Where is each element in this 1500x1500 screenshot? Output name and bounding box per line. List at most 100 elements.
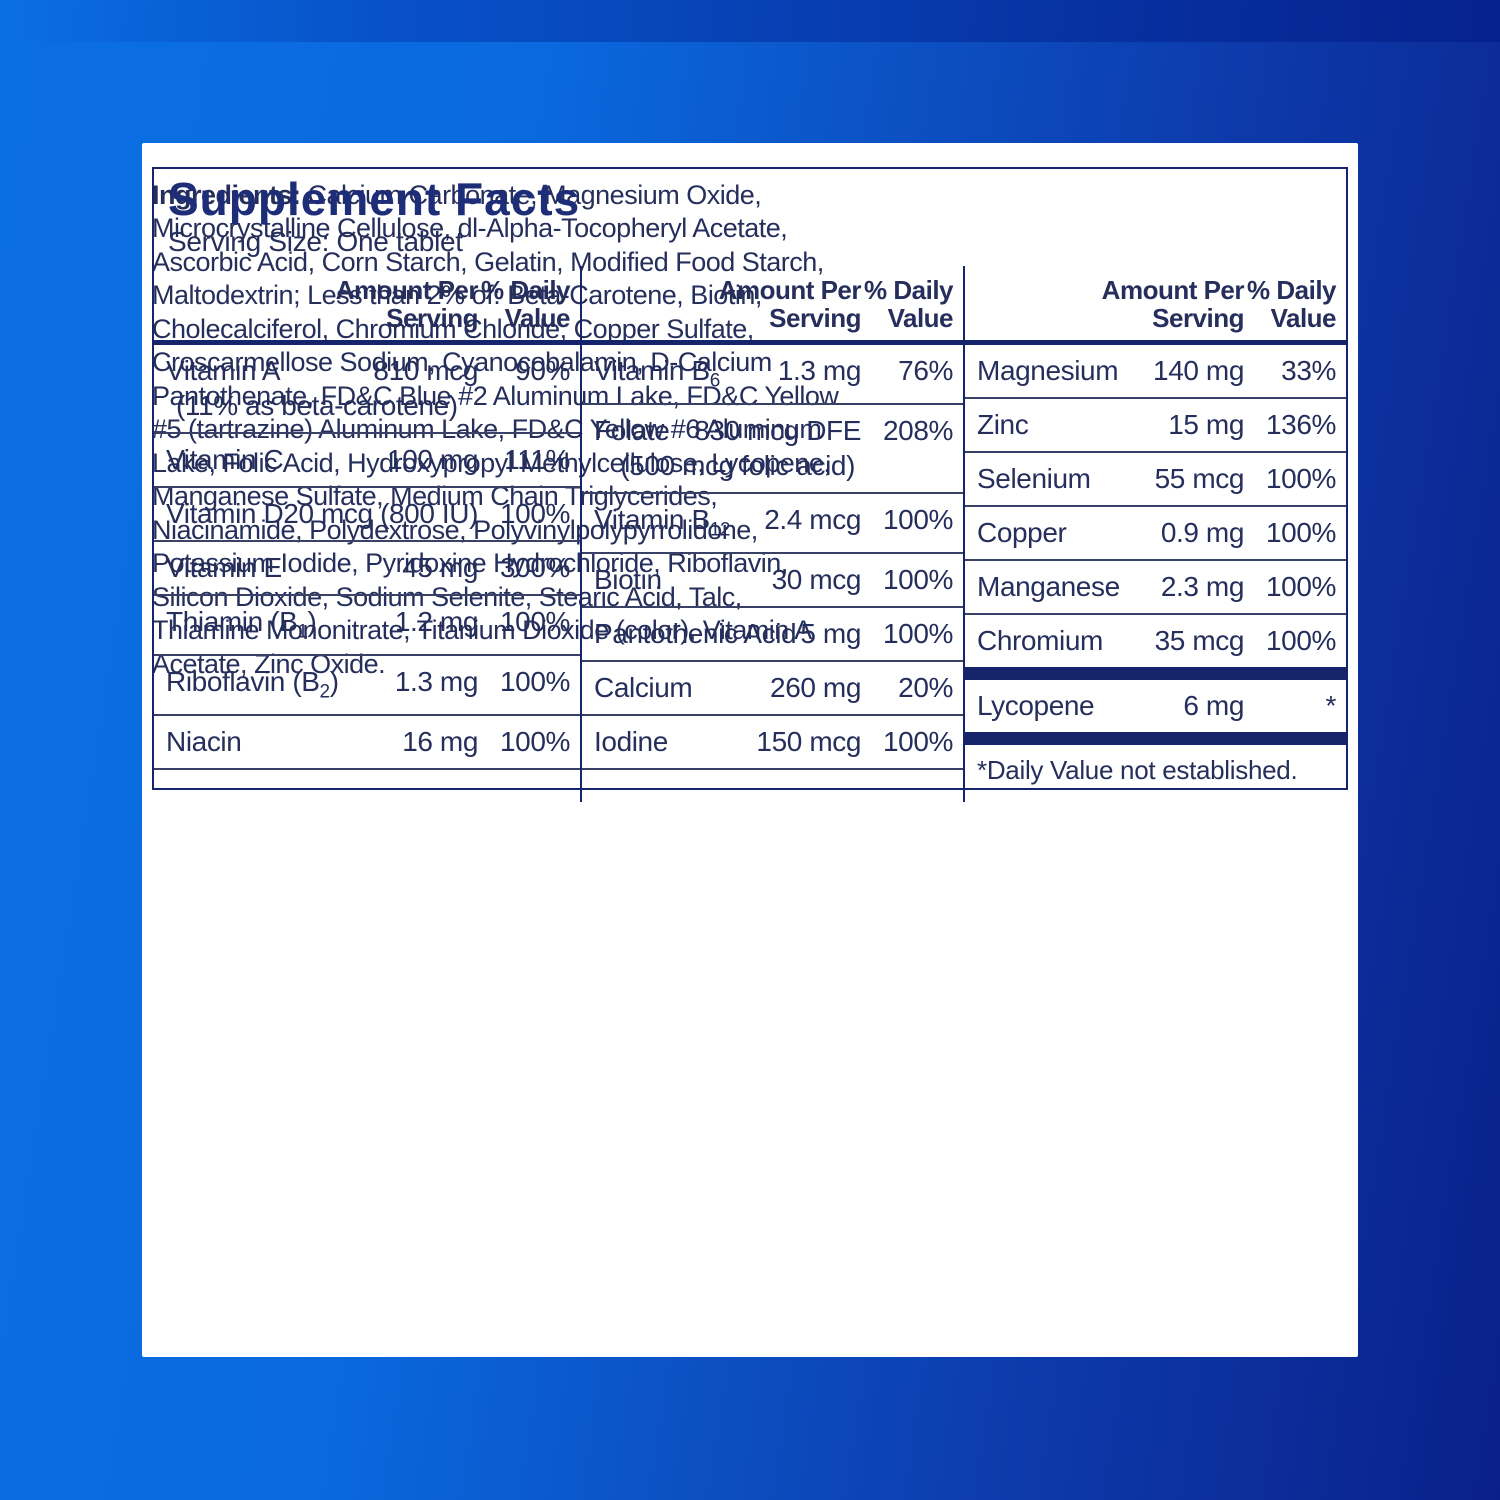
table-row: Vitamin A 810 mcg 90% (11% as beta-carot… (154, 345, 581, 435)
nutrient-name: Selenium (977, 463, 1091, 495)
ingredients-label: Ingredients: (152, 180, 301, 210)
nutrient-amount: 55 mcg (1154, 463, 1245, 495)
table-row: Pantothenic Acid 5 mg 100% (582, 608, 964, 662)
nutrient-amount: 140 mg (1153, 355, 1245, 387)
nutrient-name: Chromium (977, 625, 1103, 657)
ingredients-paragraph: Ingredients: Calcium Carbonate, Magnesium… (152, 179, 854, 681)
nutrient-daily-value: 100% (1266, 463, 1337, 495)
facts-column-1: Amount Per Serving % Daily Value Vitamin… (154, 266, 581, 802)
background-top-band (0, 0, 1500, 42)
nutrient-daily-value: 136% (1266, 409, 1337, 441)
nutrient-name: Copper (977, 517, 1067, 549)
nutrient-name: Folate (594, 415, 670, 447)
nutrient-name: Iodine (594, 725, 668, 757)
nutrient-amount: 150 mcg (756, 725, 862, 757)
nutrient-amount: 20 mcg (800 IU) (283, 498, 479, 530)
table-row: Vitamin B6 1.3 mg 76% (582, 345, 964, 406)
nutrient-daily-value: 100% (500, 606, 571, 638)
supplement-facts-panel: Supplement Facts Serving Size: One table… (152, 167, 1348, 803)
table-row: Biotin 30 mcg 100% (582, 554, 964, 608)
nutrient-amount: 830 mcg DFE (694, 415, 862, 447)
nutrient-amount: 5 mg (800, 617, 862, 649)
divider-bar (965, 732, 1347, 746)
nutrient-amount: 260 mg (770, 671, 862, 703)
nutrient-daily-value: 100% (1266, 571, 1337, 603)
nutrient-amount: 1.3 mg (394, 666, 479, 698)
table-row: Riboflavin (B2) 1.3 mg 100% (154, 656, 581, 716)
nutrient-name: Lycopene (977, 690, 1095, 722)
table-row: Vitamin C 100 mg 111% (154, 434, 581, 489)
nutrient-name: Pantothenic Acid (594, 617, 797, 649)
table-row: Vitamin E 45 mg 300% (154, 542, 581, 597)
nutrient-name: Magnesium (977, 355, 1119, 387)
facts-columns: Amount Per Serving % Daily Value Vitamin… (154, 266, 1347, 803)
nutrient-daily-value: 100% (500, 666, 571, 698)
table-row: Niacin 16 mg 100% (154, 716, 581, 770)
amount-per-serving-header: Amount Per Serving (335, 275, 479, 334)
nutrient-daily-value: 100% (883, 617, 954, 649)
amount-per-serving-header: Amount Per Serving (1101, 275, 1245, 334)
table-row: Selenium 55 mcg 100% (965, 453, 1347, 508)
table-row: Vitamin D 20 mcg (800 IU) 100% (154, 488, 581, 543)
column-header: Amount Per Serving % Daily Value (965, 266, 1347, 346)
table-row: Thiamin (B1) 1.2 mg 100% (154, 596, 581, 657)
daily-value-header: % Daily Value (1247, 275, 1337, 334)
nutrient-name: Vitamin D (166, 498, 284, 530)
daily-value-header: % Daily Value (481, 275, 571, 334)
nutrient-name: Thiamin (B1) (166, 606, 317, 644)
nutrient-daily-value: 76% (898, 355, 954, 387)
nutrient-name: Vitamin B12 (594, 504, 731, 541)
divider-bar (965, 667, 1347, 681)
nutrient-daily-value: 33% (1281, 355, 1337, 387)
nutrient-name: Zinc (977, 409, 1029, 441)
nutrient-name: Biotin (594, 563, 662, 595)
nutrient-name: Vitamin B6 (594, 355, 720, 393)
nutrient-daily-value: 100% (500, 498, 571, 530)
nutrient-daily-value: 300% (500, 552, 571, 584)
daily-value-header: % Daily Value (864, 275, 954, 334)
nutrient-daily-value: 100% (500, 725, 571, 757)
nutrient-amount: 100 mg (387, 444, 479, 476)
nutrient-amount: 15 mg (1168, 409, 1245, 441)
nutrient-name: Niacin (166, 725, 242, 757)
nutrient-daily-value: 100% (883, 563, 954, 595)
nutrient-name: Riboflavin (B2) (166, 666, 339, 703)
nutrient-rows: Vitamin A 810 mcg 90% (11% as beta-carot… (154, 345, 581, 770)
table-row: Vitamin B12 2.4 mcg 100% (582, 494, 964, 554)
nutrient-name: Vitamin E (166, 552, 282, 584)
nutrient-amount: 6 mg (1183, 690, 1245, 722)
nutrient-name: Vitamin C (166, 444, 284, 476)
nutrient-amount: 2.3 mg (1160, 571, 1245, 603)
nutrient-daily-value: 100% (883, 504, 954, 536)
ingredients-text: Calcium Carbonate, Magnesium Oxide, Micr… (152, 180, 839, 679)
nutrient-subnote: (500 mcg folic acid) (620, 450, 856, 482)
amount-per-serving-header: Amount Per Serving (718, 275, 862, 334)
table-row: Calcium 260 mg 20% (582, 662, 964, 716)
nutrient-name: Calcium (594, 671, 693, 703)
facts-column-3: Amount Per Serving % Daily Value Magnesi… (963, 266, 1347, 803)
table-row: Manganese 2.3 mg 100% (965, 561, 1347, 616)
nutrient-daily-value: * (1325, 690, 1337, 722)
daily-value-footnote: *Daily Value not established. (977, 755, 1298, 786)
nutrient-amount: 16 mg (402, 725, 479, 757)
table-row: Zinc 15 mg 136% (965, 399, 1347, 454)
nutrient-amount: 0.9 mg (1160, 517, 1245, 549)
nutrient-amount: 2.4 mcg (764, 504, 862, 536)
facts-column-2: Amount Per Serving % Daily Value Vitamin… (580, 266, 964, 803)
table-row: Lycopene 6 mg * (965, 680, 1346, 732)
table-row: Copper 0.9 mg 100% (965, 507, 1347, 562)
column-header: Amount Per Serving % Daily Value (154, 266, 581, 346)
nutrient-daily-value: 100% (883, 725, 954, 757)
column-header: Amount Per Serving % Daily Value (582, 266, 964, 346)
nutrient-name: Vitamin A (166, 355, 281, 387)
nutrient-daily-value: 208% (883, 415, 954, 447)
nutrient-daily-value: 100% (1266, 517, 1337, 549)
nutrient-daily-value: 111% (504, 444, 571, 476)
title-block: Supplement Facts Serving Size: One table… (154, 169, 1346, 266)
table-row: Folate 830 mcg DFE 208% (500 mcg folic a… (582, 405, 964, 495)
table-row: Iodine 150 mcg 100% (582, 716, 964, 770)
nutrient-amount: 1.3 mg (777, 355, 862, 387)
serving-size: Serving Size: One tablet (168, 226, 463, 258)
nutrient-subnote: (11% as beta-carotene) (176, 390, 458, 422)
nutrient-amount: 35 mcg (1154, 625, 1245, 657)
